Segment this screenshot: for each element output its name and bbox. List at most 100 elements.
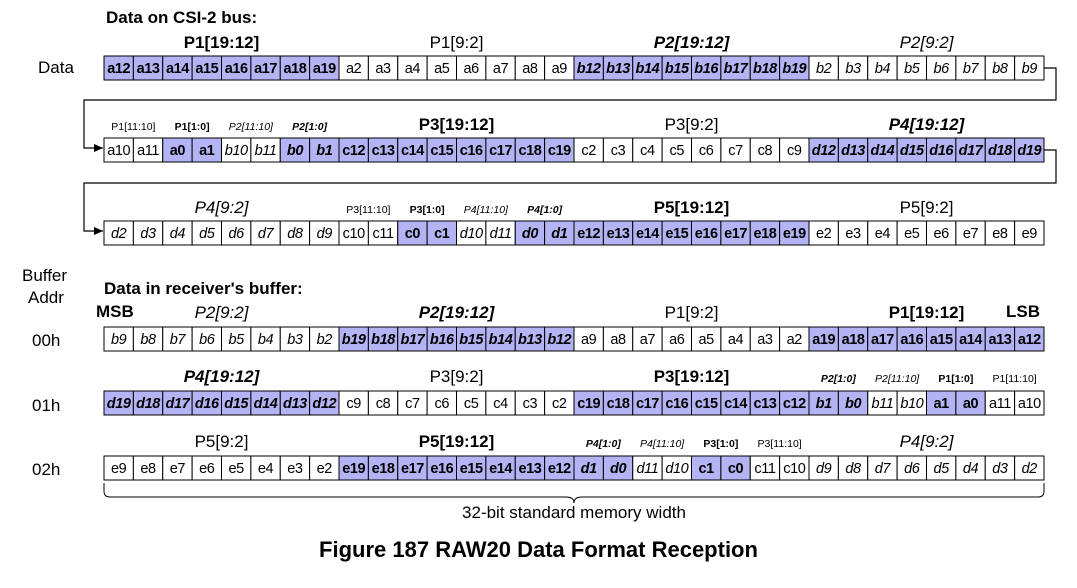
bus-row-3-cell: c0: [405, 226, 421, 242]
bus-row-1-cell: a16: [225, 61, 248, 77]
buffer-row-01h-cell-box: [309, 390, 340, 416]
bus-row-3-cell-box: [544, 220, 575, 246]
buffer-row-01h-cell: c8: [376, 396, 391, 412]
bus-row-2-cell: c17: [489, 143, 512, 159]
buffer-row-02h-cell: d10: [665, 461, 688, 477]
bus-row-1-cell-box: [749, 55, 781, 81]
buffer-row-01h-cell-box: [749, 390, 781, 416]
bus-row-2-cell: d17: [959, 143, 984, 159]
buffer-row-00h-cell: b9: [111, 332, 127, 348]
buffer-row-01h-cell-box: [720, 390, 751, 416]
bus-row-2-cell-box: [250, 137, 281, 163]
bus-row-3-group-label: P4[1:0]: [527, 204, 563, 216]
buffer-row-01h-cell-box: [661, 390, 692, 416]
bus-row-3-cell: e8: [992, 226, 1008, 242]
buffer-row-01h-cell: c15: [695, 396, 718, 412]
buffer-row-01h-cell-box: [867, 390, 898, 416]
bus-row-2-group-label: P2[11:10]: [229, 121, 274, 133]
bus-row-1-cell: b9: [1022, 61, 1038, 77]
buffer-row-02h-cell: e15: [460, 461, 483, 477]
bus-row-2-cell: b11: [255, 143, 277, 159]
bus-row-3-cell: e5: [904, 226, 920, 242]
buffer-row-00h-cell: a4: [728, 332, 744, 348]
bus-row-3-cell: d8: [287, 226, 303, 242]
bus-row-2-cell-box: [191, 137, 222, 163]
bus-row-3-cell: d10: [460, 226, 483, 242]
bus-row-3-cell-box: [984, 220, 1016, 246]
bus-heading: Data on CSI-2 bus:: [106, 8, 257, 27]
bus-row-3-cell-box: [779, 220, 810, 246]
buffer-row-01h-group-label: P4[19:12]: [184, 367, 261, 386]
bus-row-2-cell-box: [309, 137, 340, 163]
buffer-row-01h-cell-box: [103, 390, 134, 416]
buffer-row-02h-cell: c11: [754, 461, 775, 477]
bus-row-3-cell: e9: [1022, 226, 1038, 242]
bus-row-2-cell: c7: [728, 143, 743, 159]
bus-row-2-cell-box: [867, 137, 898, 163]
buffer-row-02h-cell-box: [867, 455, 898, 481]
bus-row-1-cell: b4: [875, 61, 891, 77]
buffer-row-00h-cell: a3: [757, 332, 773, 348]
bus-row-3-cell-box: [397, 220, 428, 246]
bus-row-2-group-label: P3[19:12]: [419, 115, 495, 134]
bus-row-3-cell-box: [926, 220, 957, 246]
buffer-row-00h-cell-box: [426, 326, 457, 352]
buffer-row-00h-cell-box: [191, 326, 222, 352]
buffer-row-00h-cell: b4: [258, 332, 274, 348]
buffer-row-02h-cell-box: [896, 455, 927, 481]
buffer-row-01h-cell: d17: [166, 396, 191, 412]
buffer-row-02h-cell: e12: [548, 461, 571, 477]
buffer-row-01h-cell: a10: [1018, 396, 1041, 412]
buffer-row-01h-cell-box: [691, 390, 722, 416]
buffer-row-00h-cell-box: [691, 326, 722, 352]
bus-row-3-cell-box: [485, 220, 516, 246]
bus-row-1-group-label: P1[19:12]: [184, 33, 260, 52]
buffer-row-02h-cell: e18: [372, 461, 395, 477]
bus-row-2-group-label: P1[1:0]: [175, 121, 210, 133]
bus-row-2-cell-box: [279, 137, 311, 163]
buffer-row-02h-cell: d5: [934, 461, 951, 477]
bus-row-3-cell-box: [896, 220, 927, 246]
buffer-row-02h-cell: e14: [489, 461, 512, 477]
buffer-row-00h-cell: a19: [812, 332, 835, 348]
buffer-row-01h-cell-box: [485, 390, 516, 416]
buffer-row-00h-cell-box: [867, 326, 898, 352]
buffer-row-01h-cell: a11: [989, 396, 1011, 412]
bus-row-1-cell: b15: [665, 61, 690, 77]
bus-row-2-cell: b0: [287, 143, 303, 159]
buffer-row-02h-cell-box: [602, 455, 634, 481]
bus-row-2-cell-box: [808, 137, 839, 163]
buffer-row-01h-group-label: P2[1:0]: [821, 373, 857, 385]
bus-row-1-cell: a9: [552, 61, 568, 77]
buffer-row-02h-cell-box: [808, 455, 839, 481]
buffer-row-01h-group-label: P2[11:10]: [875, 373, 920, 385]
buffer-row-00h-cell-box: [162, 326, 193, 352]
buffer-row-00h-cell-box: [573, 326, 604, 352]
bus-row-3-cell: d2: [111, 226, 127, 242]
buffer-row-02h-cell: e6: [199, 461, 215, 477]
bus-row-2-cell-box: [661, 137, 692, 163]
bus-row-1-cell: a15: [195, 61, 218, 77]
buffer-row-01h-group-label: P1[1:0]: [938, 373, 973, 385]
buffer-row-02h-cell-box: [1014, 455, 1045, 481]
buffer-row-00h-cell-box: [926, 326, 957, 352]
buffer-row-02h-cell: c10: [783, 461, 806, 477]
bus-row-1-cell-box: [1014, 55, 1045, 81]
buffer-row-01h-cell: c3: [523, 396, 538, 412]
bus-row-2-cell: d14: [871, 143, 895, 159]
buffer-row-01h-cell: d15: [224, 396, 249, 412]
bus-row-3-cell: e19: [783, 226, 806, 242]
bus-row-3-cell-box: [103, 220, 134, 246]
buffer-row-02h-cell: e13: [518, 461, 541, 477]
bus-row-3-cell: d5: [199, 226, 216, 242]
buffer-row-02h-cell-box: [984, 455, 1016, 481]
buffer-row-01h-cell: b11: [871, 396, 893, 412]
bus-row-3-cell-box: [867, 220, 898, 246]
bus-row-3-cell-box: [720, 220, 751, 246]
buffer-row-02h-cell-box: [955, 455, 986, 481]
buffer-row-02h-cell: e17: [401, 461, 424, 477]
raw20-format-diagram: Data on CSI-2 bus: Data Buffer Addr Data…: [22, 8, 1057, 522]
buffer-row-02h-cell: d11: [636, 461, 658, 477]
buffer-row-01h-cell-box: [602, 390, 634, 416]
bus-row-1-group-label: P1[9:2]: [430, 33, 484, 52]
